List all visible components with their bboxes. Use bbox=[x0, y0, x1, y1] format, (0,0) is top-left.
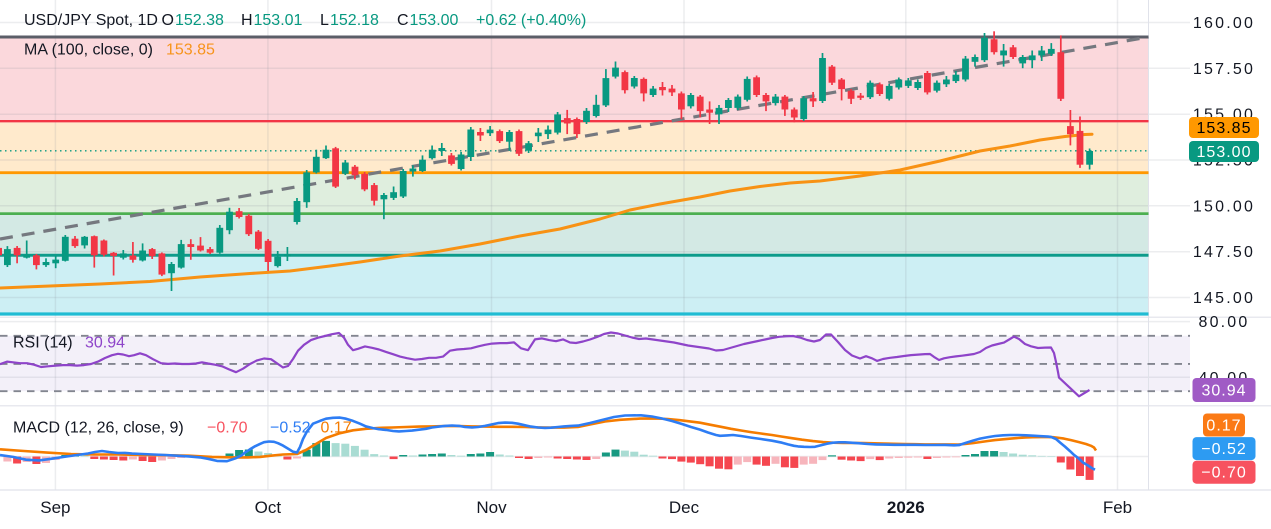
svg-text:153.01: 153.01 bbox=[254, 12, 303, 29]
svg-text:150.00: 150.00 bbox=[1193, 198, 1255, 215]
svg-text:0.17: 0.17 bbox=[1206, 418, 1241, 435]
svg-text:−0.70: −0.70 bbox=[1201, 465, 1246, 482]
svg-text:153.00: 153.00 bbox=[410, 12, 459, 29]
svg-text:Nov: Nov bbox=[476, 498, 507, 517]
svg-text:Oct: Oct bbox=[255, 498, 282, 517]
svg-text:MA (100, close, 0): MA (100, close, 0) bbox=[24, 42, 153, 59]
svg-text:160.00: 160.00 bbox=[1193, 15, 1255, 32]
svg-text:RSI (14): RSI (14) bbox=[13, 335, 73, 352]
svg-text:H: H bbox=[241, 12, 253, 29]
svg-text:152.38: 152.38 bbox=[175, 12, 224, 29]
svg-text:152.18: 152.18 bbox=[330, 12, 379, 29]
svg-text:0.17: 0.17 bbox=[321, 420, 352, 437]
svg-text:Feb: Feb bbox=[1103, 498, 1132, 517]
svg-text:−0.52: −0.52 bbox=[270, 420, 311, 437]
svg-text:153.00: 153.00 bbox=[1197, 144, 1252, 161]
svg-text:80.00: 80.00 bbox=[1198, 314, 1249, 331]
svg-text:145.00: 145.00 bbox=[1193, 290, 1255, 307]
svg-text:O: O bbox=[162, 12, 174, 29]
svg-text:153.85: 153.85 bbox=[166, 42, 215, 59]
svg-text:2026: 2026 bbox=[887, 498, 925, 517]
svg-text:30.94: 30.94 bbox=[85, 335, 125, 352]
svg-text:153.85: 153.85 bbox=[1197, 120, 1252, 137]
svg-text:30.94: 30.94 bbox=[1201, 383, 1246, 400]
svg-text:L: L bbox=[320, 12, 329, 29]
svg-text:+0.62 (+0.40%): +0.62 (+0.40%) bbox=[476, 12, 586, 29]
svg-text:Dec: Dec bbox=[669, 498, 700, 517]
svg-text:147.50: 147.50 bbox=[1193, 244, 1255, 261]
svg-text:−0.70: −0.70 bbox=[207, 420, 248, 437]
svg-text:−0.52: −0.52 bbox=[1201, 441, 1246, 458]
svg-text:USD/JPY Spot, 1D: USD/JPY Spot, 1D bbox=[24, 12, 158, 29]
svg-text:157.50: 157.50 bbox=[1193, 61, 1255, 78]
svg-text:Sep: Sep bbox=[40, 498, 70, 517]
svg-text:MACD (12, 26, close, 9): MACD (12, 26, close, 9) bbox=[13, 420, 184, 437]
svg-text:C: C bbox=[397, 12, 409, 29]
